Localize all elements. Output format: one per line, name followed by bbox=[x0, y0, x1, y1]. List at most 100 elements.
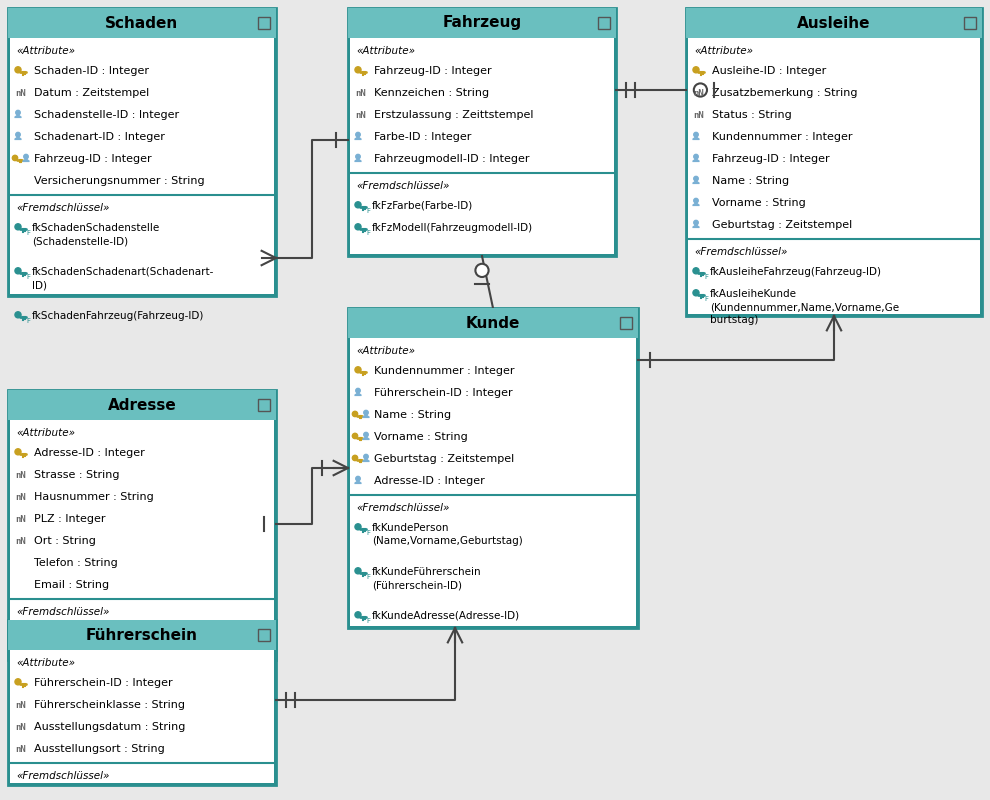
Text: Schaden: Schaden bbox=[105, 15, 178, 30]
Text: Führerschein-ID : Integer: Führerschein-ID : Integer bbox=[374, 388, 513, 398]
Text: Fahrzeug-ID : Integer: Fahrzeug-ID : Integer bbox=[374, 66, 492, 76]
Text: «Attribute»: «Attribute» bbox=[16, 658, 75, 668]
Polygon shape bbox=[354, 158, 361, 162]
Text: Hausnummer : String: Hausnummer : String bbox=[34, 492, 153, 502]
FancyBboxPatch shape bbox=[8, 8, 276, 296]
Text: fkSchadenSchadenart(Schadenart-: fkSchadenSchadenart(Schadenart- bbox=[32, 267, 215, 277]
Text: nN: nN bbox=[15, 514, 26, 523]
Text: nN: nN bbox=[693, 89, 704, 98]
Circle shape bbox=[363, 454, 368, 459]
Circle shape bbox=[355, 388, 360, 393]
Text: fkKundeFührerschein: fkKundeFührerschein bbox=[372, 567, 481, 577]
Text: Ort : String: Ort : String bbox=[34, 536, 96, 546]
Text: Fahrzeug: Fahrzeug bbox=[443, 15, 522, 30]
FancyBboxPatch shape bbox=[8, 8, 276, 38]
Circle shape bbox=[355, 612, 361, 618]
Circle shape bbox=[694, 132, 698, 137]
Text: Email : String: Email : String bbox=[34, 580, 109, 590]
Circle shape bbox=[355, 66, 361, 73]
FancyBboxPatch shape bbox=[10, 38, 274, 294]
Text: «Fremdschlüssel»: «Fremdschlüssel» bbox=[694, 247, 787, 257]
FancyBboxPatch shape bbox=[688, 38, 980, 314]
Text: F: F bbox=[366, 530, 370, 536]
Text: (Kundennummer,Name,Vorname,Ge: (Kundennummer,Name,Vorname,Ge bbox=[710, 302, 899, 312]
Text: (Führerschein-ID): (Führerschein-ID) bbox=[372, 580, 462, 590]
Text: fkSchadenSchadenstelle: fkSchadenSchadenstelle bbox=[32, 223, 160, 233]
Circle shape bbox=[12, 155, 18, 161]
Text: F: F bbox=[26, 318, 30, 324]
Polygon shape bbox=[693, 158, 699, 162]
Circle shape bbox=[15, 678, 21, 685]
Text: Führerscheinklasse : String: Führerscheinklasse : String bbox=[34, 700, 185, 710]
Circle shape bbox=[693, 66, 699, 73]
Text: Führerschein: Führerschein bbox=[86, 627, 198, 642]
Text: (Schadenstelle-ID): (Schadenstelle-ID) bbox=[32, 236, 128, 246]
Text: Fahrzeug-ID : Integer: Fahrzeug-ID : Integer bbox=[34, 154, 151, 164]
FancyBboxPatch shape bbox=[350, 38, 614, 254]
Polygon shape bbox=[693, 225, 699, 227]
FancyBboxPatch shape bbox=[348, 8, 616, 256]
Circle shape bbox=[355, 154, 360, 159]
Text: nN: nN bbox=[693, 110, 704, 119]
Text: PLZ : Integer: PLZ : Integer bbox=[34, 514, 106, 524]
Polygon shape bbox=[354, 137, 361, 139]
Circle shape bbox=[352, 411, 357, 417]
Polygon shape bbox=[693, 181, 699, 183]
Text: F: F bbox=[704, 274, 708, 280]
Text: Ausleihe-ID : Integer: Ausleihe-ID : Integer bbox=[712, 66, 827, 76]
FancyBboxPatch shape bbox=[258, 17, 270, 29]
Text: F: F bbox=[26, 274, 30, 280]
Text: nN: nN bbox=[15, 493, 26, 502]
Text: ID): ID) bbox=[32, 280, 47, 290]
Text: nN: nN bbox=[15, 470, 26, 479]
Circle shape bbox=[355, 568, 361, 574]
Text: burtstag): burtstag) bbox=[710, 315, 758, 325]
Text: «Attribute»: «Attribute» bbox=[356, 346, 415, 356]
Circle shape bbox=[694, 154, 698, 159]
Text: F: F bbox=[366, 230, 370, 236]
Polygon shape bbox=[362, 437, 369, 439]
Text: Zusatzbemerkung : String: Zusatzbemerkung : String bbox=[712, 88, 857, 98]
Circle shape bbox=[355, 224, 361, 230]
Text: fkAusleiheKunde: fkAusleiheKunde bbox=[710, 289, 797, 299]
Circle shape bbox=[352, 455, 357, 461]
Text: (Name,Vorname,Geburtstag): (Name,Vorname,Geburtstag) bbox=[372, 536, 523, 546]
Polygon shape bbox=[15, 114, 22, 118]
Circle shape bbox=[694, 176, 698, 181]
Text: Ausstellungsdatum : String: Ausstellungsdatum : String bbox=[34, 722, 185, 732]
Text: «Attribute»: «Attribute» bbox=[16, 46, 75, 56]
FancyBboxPatch shape bbox=[620, 317, 632, 329]
Circle shape bbox=[15, 66, 21, 73]
Circle shape bbox=[475, 264, 489, 277]
Polygon shape bbox=[15, 137, 22, 139]
Text: «Fremdschlüssel»: «Fremdschlüssel» bbox=[16, 203, 109, 213]
Circle shape bbox=[693, 290, 699, 296]
Text: fkSchadenFahrzeug(Fahrzeug-ID): fkSchadenFahrzeug(Fahrzeug-ID) bbox=[32, 311, 204, 321]
Circle shape bbox=[693, 268, 699, 274]
Text: Fahrzeug-ID : Integer: Fahrzeug-ID : Integer bbox=[712, 154, 830, 164]
Text: fkFzModell(Fahrzeugmodell-ID): fkFzModell(Fahrzeugmodell-ID) bbox=[372, 223, 534, 233]
Text: F: F bbox=[26, 230, 30, 236]
Text: Kunde: Kunde bbox=[466, 315, 520, 330]
Text: nN: nN bbox=[15, 701, 26, 710]
Circle shape bbox=[352, 434, 357, 438]
FancyBboxPatch shape bbox=[258, 399, 270, 411]
Text: «Attribute»: «Attribute» bbox=[16, 428, 75, 438]
Text: nN: nN bbox=[355, 110, 365, 119]
Text: nN: nN bbox=[15, 722, 26, 731]
Text: Adresse-ID : Integer: Adresse-ID : Integer bbox=[374, 476, 485, 486]
Text: «Attribute»: «Attribute» bbox=[356, 46, 415, 56]
Polygon shape bbox=[23, 158, 30, 162]
Text: F: F bbox=[366, 574, 370, 580]
Text: Adresse-ID : Integer: Adresse-ID : Integer bbox=[34, 448, 145, 458]
FancyBboxPatch shape bbox=[10, 650, 274, 783]
Text: F: F bbox=[704, 296, 708, 302]
Text: Ausleihe: Ausleihe bbox=[797, 15, 871, 30]
Text: Vorname : String: Vorname : String bbox=[374, 432, 467, 442]
Polygon shape bbox=[354, 481, 361, 483]
Circle shape bbox=[15, 268, 21, 274]
FancyBboxPatch shape bbox=[258, 629, 270, 641]
Polygon shape bbox=[354, 393, 361, 395]
Text: Versicherungsnummer : String: Versicherungsnummer : String bbox=[34, 176, 205, 186]
FancyBboxPatch shape bbox=[8, 620, 276, 785]
